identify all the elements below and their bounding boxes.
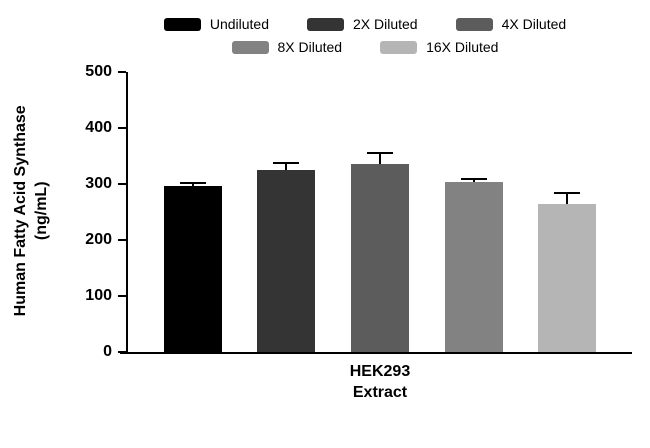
error-bar-cap — [554, 192, 581, 195]
legend-label: Undiluted — [209, 16, 269, 32]
legend-item: 8X Diluted — [231, 39, 343, 55]
bar — [350, 163, 409, 352]
bar — [257, 170, 316, 352]
bar-slot — [538, 72, 597, 352]
error-bar-cap — [273, 162, 300, 165]
legend-label: 4X Diluted — [501, 16, 567, 32]
bar-slot — [163, 72, 222, 352]
y-tick-mark — [118, 127, 126, 129]
bar — [444, 182, 503, 352]
bars-container — [128, 72, 632, 352]
y-tick-label: 100 — [85, 287, 112, 304]
y-tick-mark — [118, 351, 126, 353]
legend-swatch — [231, 40, 269, 54]
legend-item: 2X Diluted — [306, 16, 418, 32]
plot-area: 0 100 200 300 400 500 — [85, 63, 632, 360]
error-bar-stem — [191, 184, 194, 187]
y-axis-title: Human Fatty Acid Synthase (ng/mL) — [12, 105, 50, 317]
bar — [163, 186, 222, 352]
error-bar-stem — [378, 154, 381, 164]
y-tick-mark — [118, 295, 126, 297]
y-tick-label: 300 — [85, 175, 112, 192]
y-tick-label: 500 — [85, 63, 112, 80]
error-bar-cap — [179, 182, 206, 184]
legend-swatch — [380, 40, 418, 54]
error-bar-cap — [366, 152, 393, 155]
legend-row: 8X Diluted 16X Diluted — [231, 39, 498, 55]
x-axis-label: HEK293 Extract — [349, 363, 411, 401]
legend-label: 2X Diluted — [352, 16, 418, 32]
error-bar-stem — [472, 180, 475, 183]
error-bar-cap — [460, 178, 487, 181]
y-tick-mark — [118, 239, 126, 241]
error-bar-stem — [285, 164, 288, 170]
y-tick-label: 0 — [103, 343, 112, 360]
bar-slot — [257, 72, 316, 352]
legend-label: 16X Diluted — [426, 39, 499, 55]
bar-slot — [444, 72, 503, 352]
legend: Undiluted 2X Diluted 4X Diluted 8X Diluted 1… — [130, 16, 600, 55]
y-tick-label: 400 — [85, 119, 112, 136]
legend-item: Undiluted — [163, 16, 269, 32]
legend-item: 16X Diluted — [380, 39, 498, 55]
legend-item: 4X Diluted — [455, 16, 567, 32]
bar-slot — [350, 72, 409, 352]
legend-label: 8X Diluted — [277, 39, 343, 55]
y-tick-mark — [118, 183, 126, 185]
error-bar-stem — [566, 194, 569, 205]
legend-swatch — [455, 17, 493, 31]
y-tick-mark — [118, 71, 126, 73]
y-axis-line — [126, 72, 128, 352]
x-axis-line — [120, 352, 632, 354]
y-tick-label: 200 — [85, 231, 112, 248]
legend-swatch — [163, 17, 201, 31]
bar — [538, 204, 597, 352]
legend-row: Undiluted 2X Diluted 4X Diluted — [163, 16, 567, 32]
legend-swatch — [306, 17, 344, 31]
